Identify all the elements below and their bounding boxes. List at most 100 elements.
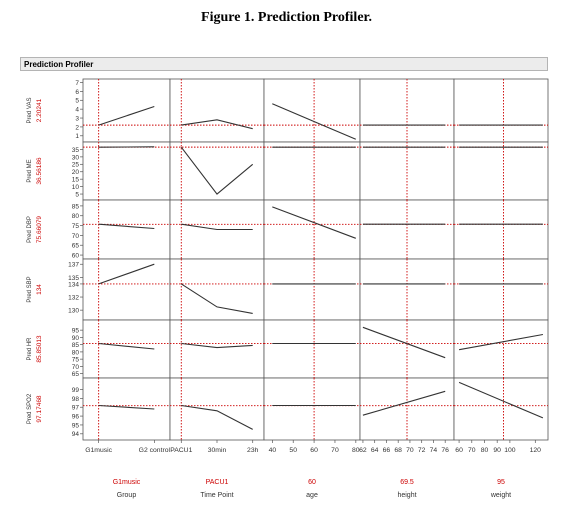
y-tick-label: 98 (72, 396, 80, 403)
response-current-value: 134 (36, 284, 43, 295)
profiler-cell (263, 319, 361, 379)
x-tick-label: 40 (269, 447, 277, 454)
profiler-cell (82, 319, 171, 379)
response-name: Pred HR (27, 337, 33, 361)
y-tick-label: 4 (75, 107, 79, 114)
factor-name: weight (490, 492, 511, 499)
response-name: Pred VAS (27, 98, 33, 124)
y-tick-label: 10 (72, 184, 80, 191)
factor-current-value: G1music (113, 479, 141, 486)
profile-curve (362, 390, 446, 416)
x-tick-label: 70 (468, 447, 476, 454)
panel-title: Prediction Profiler (24, 60, 94, 69)
y-tick-label: 20 (72, 169, 80, 176)
profile-curve (362, 326, 446, 359)
x-tick-label: 50 (289, 447, 297, 454)
factor-name: Time Point (200, 492, 233, 499)
y-tick-label: 5 (75, 191, 79, 198)
profiler-cell (82, 141, 171, 201)
y-tick-label: 90 (72, 335, 80, 342)
x-tick-label: 60 (310, 447, 318, 454)
profiler-cell (263, 78, 361, 143)
profiler-cell (453, 199, 549, 260)
y-tick-label: 6 (75, 89, 79, 96)
profile-curve (98, 342, 155, 350)
response-current-value: 75.66079 (36, 216, 43, 243)
profiler-cell (359, 199, 455, 260)
profiler-cell (82, 258, 171, 321)
profile-curve (181, 223, 253, 231)
response-current-value: 36.56186 (36, 157, 43, 184)
x-tick-label: 76 (441, 447, 449, 454)
y-tick-label: 137 (68, 262, 79, 269)
y-tick-label: 95 (72, 422, 80, 429)
profiler-cell (453, 377, 549, 441)
profiler-cell (453, 319, 549, 379)
response-current-value: 85.85013 (36, 335, 43, 362)
profile-curve (181, 342, 253, 349)
response-name: Pred SBP (27, 276, 33, 302)
profiler-cell (453, 141, 549, 201)
y-tick-label: 130 (68, 308, 79, 315)
x-tick-label: 100 (504, 447, 516, 454)
factor-current-value: PACU1 (206, 479, 229, 486)
y-tick-label: 132 (68, 294, 79, 301)
x-tick-label: 62 (359, 447, 367, 454)
x-tick-label: G1music (85, 447, 112, 454)
profile-curve (272, 206, 356, 239)
x-tick-label: 30min (208, 447, 227, 454)
response-name: Pred SPO2 (27, 393, 33, 424)
y-tick-label: 95 (72, 328, 80, 335)
profile-curve (181, 404, 253, 430)
profiler-cell (82, 199, 171, 260)
factor-name: Group (117, 492, 137, 499)
y-tick-label: 80 (72, 349, 80, 356)
x-tick-label: 80 (481, 447, 489, 454)
x-tick-label: PACU1 (170, 447, 192, 454)
profile-curve (98, 105, 155, 126)
x-tick-label: 68 (394, 447, 402, 454)
profiler-cell (263, 258, 361, 321)
y-tick-label: 97 (72, 405, 80, 412)
x-tick-label: 70 (331, 447, 339, 454)
x-tick-label: 80 (352, 447, 360, 454)
y-tick-label: 60 (72, 252, 80, 259)
profiler-cell (169, 319, 265, 379)
y-tick-label: 75 (72, 223, 80, 230)
y-tick-label: 65 (72, 243, 80, 250)
y-tick-label: 135 (68, 275, 79, 282)
y-tick-label: 25 (72, 162, 80, 169)
factor-current-value: 69.5 (400, 479, 414, 486)
x-tick-label: 23h (247, 447, 259, 454)
profiler-cell (263, 377, 361, 441)
profile-curve (98, 223, 155, 230)
profile-curve (458, 381, 544, 419)
y-tick-label: 134 (68, 281, 79, 288)
x-tick-label: 72 (418, 447, 426, 454)
profile-curve (181, 119, 253, 130)
profiler-cell (169, 258, 265, 321)
response-name: Pred DBP (27, 216, 33, 243)
y-tick-label: 5 (75, 98, 79, 105)
y-tick-label: 85 (72, 203, 80, 210)
y-tick-label: 85 (72, 342, 80, 349)
x-tick-label: 64 (371, 447, 379, 454)
y-tick-label: 35 (72, 147, 80, 154)
y-tick-label: 2 (75, 124, 79, 131)
x-tick-label: 120 (530, 447, 542, 454)
x-tick-label: 90 (493, 447, 501, 454)
profile-curve (180, 146, 254, 195)
x-tick-label: 66 (383, 447, 391, 454)
factor-current-value: 95 (497, 479, 505, 486)
factor-name: age (306, 492, 318, 499)
response-current-value: 97.17468 (36, 395, 43, 422)
y-tick-label: 70 (72, 233, 80, 240)
y-tick-label: 75 (72, 357, 80, 364)
profiler-cell (82, 78, 171, 143)
response-current-value: 2.20241 (36, 98, 43, 122)
y-tick-label: 99 (72, 387, 80, 394)
x-tick-label: 70 (406, 447, 414, 454)
factor-name: height (397, 492, 416, 499)
profile-curve (181, 283, 253, 314)
panel-header[interactable]: Prediction Profiler (20, 57, 548, 71)
